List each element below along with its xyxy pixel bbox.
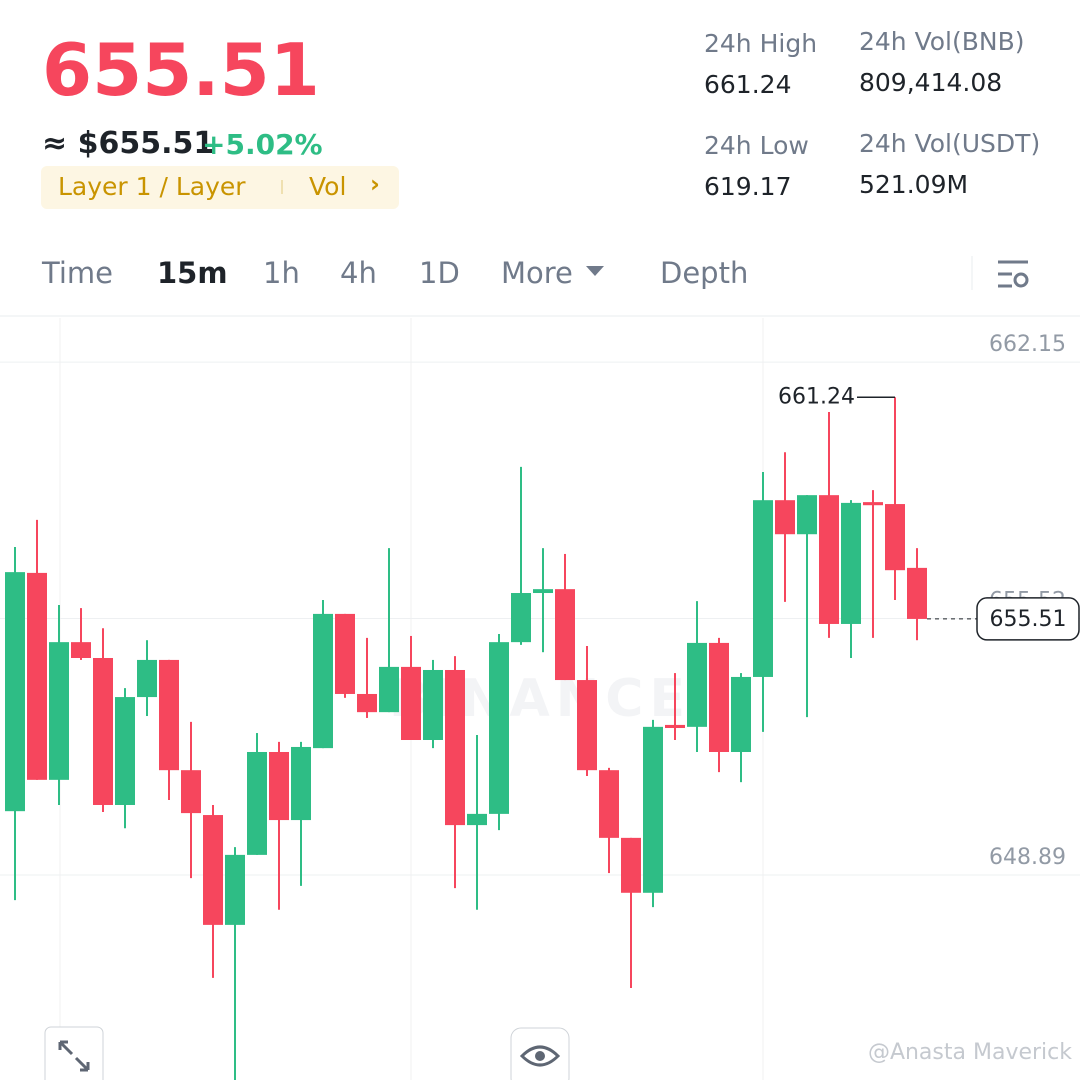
stat-label: 24h High [704, 29, 818, 58]
candle-body [225, 854, 245, 925]
stat-value: 619.17 [704, 172, 792, 201]
candle-body [841, 502, 861, 624]
candle-body [533, 589, 553, 594]
candle-body [709, 642, 729, 752]
candle-body [423, 669, 443, 741]
candle-body [445, 669, 465, 826]
chevron: › [370, 170, 380, 198]
candle-body [599, 770, 619, 838]
tag[interactable]: Layer 1 / Layer [58, 172, 246, 201]
candle-body [159, 659, 179, 771]
candle-body [291, 746, 311, 821]
candle-body [181, 770, 201, 814]
candle-body [885, 504, 905, 571]
tag-action[interactable]: Vol [309, 172, 347, 201]
candle-body [797, 495, 817, 535]
candle-body [731, 676, 751, 752]
credit: @Anasta Maverick [867, 1040, 1072, 1065]
candle-body [5, 572, 25, 812]
candle-body [137, 659, 157, 698]
stat-label: 24h Vol(USDT) [859, 129, 1041, 158]
eye-pupil [535, 1051, 545, 1061]
stat-label: 24h Low [704, 131, 809, 160]
candle-body [269, 751, 289, 821]
candle-body [555, 589, 575, 681]
candle-body [665, 724, 685, 729]
candle-body [203, 815, 223, 925]
fiat-price: ≈ $655.51 [42, 126, 215, 161]
candle-body [819, 495, 839, 624]
stat-label: 24h Vol(BNB) [859, 27, 1025, 56]
candle-body [489, 642, 509, 814]
tab[interactable]: 1D [419, 256, 460, 290]
candle-body [621, 837, 641, 893]
tab[interactable]: 15m [157, 256, 228, 290]
candle-body [357, 693, 377, 713]
candle-body [643, 726, 663, 893]
candle-body [401, 666, 421, 741]
candle-body [27, 572, 47, 780]
candle-body [379, 666, 399, 713]
stat-value: 521.09M [859, 170, 969, 199]
candle-body [49, 642, 69, 780]
tab[interactable]: Time [42, 256, 113, 290]
expand-button[interactable] [44, 1026, 104, 1080]
eye-icon [519, 1045, 561, 1067]
tab[interactable]: 4h [340, 256, 377, 290]
y-tick-label: 662.15 [989, 332, 1066, 357]
price-change: +5.02% [202, 128, 323, 161]
candle-body [863, 502, 883, 506]
candle-body [907, 567, 927, 619]
candle-body [247, 751, 267, 855]
tab[interactable]: More [501, 256, 573, 290]
settings-icon[interactable] [998, 260, 1028, 288]
expand-icon [58, 1040, 90, 1072]
tab[interactable]: 1h [263, 256, 300, 290]
dropdown-caret [586, 266, 604, 276]
candle-body [775, 500, 795, 535]
candle-body [577, 680, 597, 771]
price-box [976, 597, 1080, 641]
stat-value: 661.24 [704, 70, 792, 99]
candle-body [313, 613, 333, 749]
candle-body [687, 642, 707, 727]
last-price: 655.51 [42, 28, 320, 112]
candle-body [753, 500, 773, 677]
price-label: 655.51 [990, 607, 1067, 632]
y-tick-label: 648.89 [989, 845, 1066, 870]
high-label: 661.24 [778, 384, 855, 409]
candle-body [71, 642, 91, 658]
candle-body [511, 593, 531, 643]
candle-body [115, 697, 135, 805]
candle-body [467, 813, 487, 826]
tag-separator [281, 180, 283, 194]
candle-body [335, 613, 355, 694]
settings-gear [1013, 272, 1029, 288]
tag-pill[interactable] [41, 166, 399, 209]
candle-body [93, 657, 113, 805]
stat-value: 809,414.08 [859, 68, 1003, 97]
tab[interactable]: Depth [660, 256, 749, 290]
